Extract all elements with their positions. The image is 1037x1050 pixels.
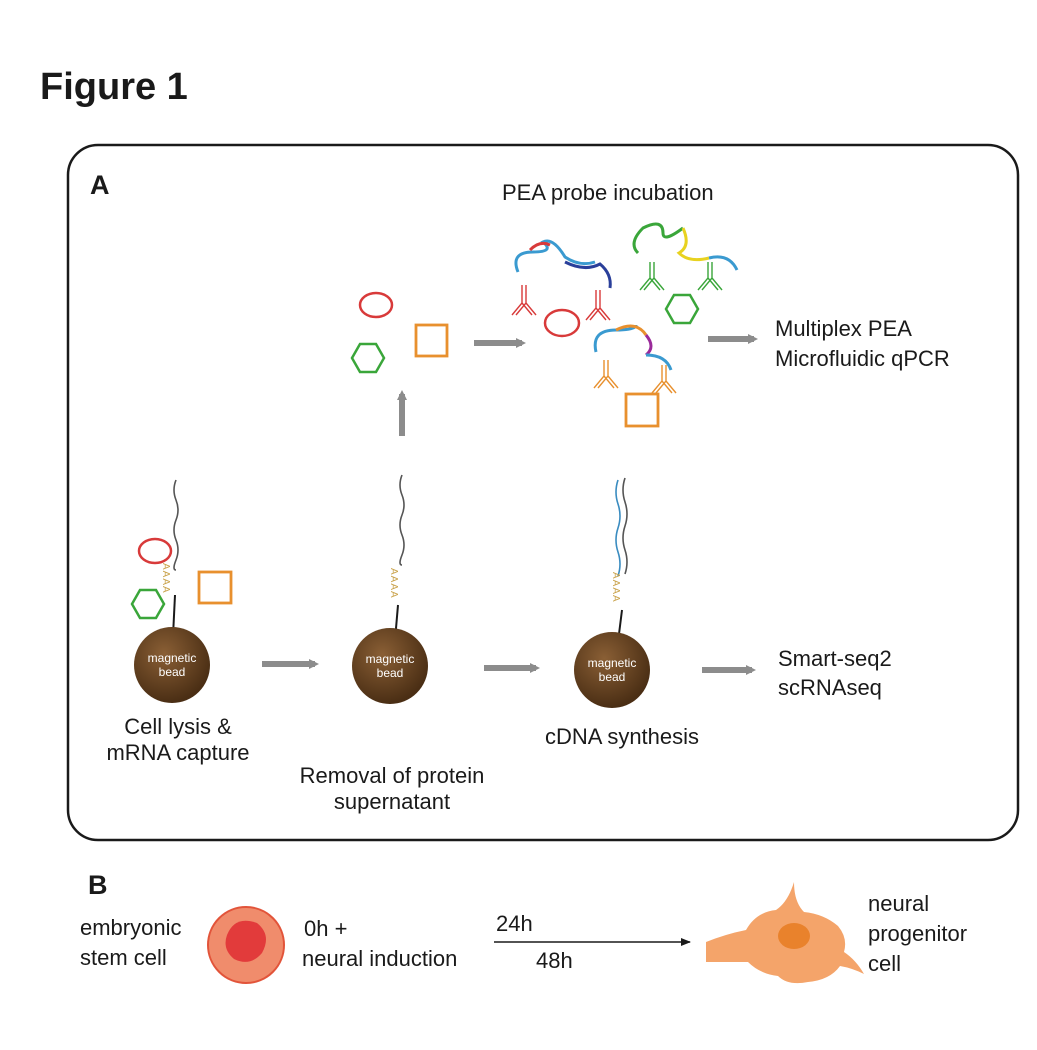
dna-probe-icon [514, 239, 612, 289]
antibody-icon [593, 360, 677, 394]
bead-label: magnetic bead [147, 651, 197, 679]
magnetic-bead-icon [134, 479, 210, 703]
protein-square-icon [197, 570, 233, 605]
step-label-lysis: Cell lysis & mRNA capture [106, 714, 250, 765]
end-cell-label-2: progenitor [868, 921, 968, 946]
protein-hexagon-icon [350, 342, 386, 374]
end-cell-label-3: cell [868, 951, 902, 976]
pea-readout-line-1: Multiplex PEA [775, 316, 912, 341]
bead-label: magnetic bead [365, 652, 415, 680]
rna-readout-line-1: Smart-seq2 [778, 646, 892, 671]
panel-b-letter: B [88, 870, 108, 900]
start-cell-label-2: stem cell [80, 945, 167, 970]
start-cell-label-1: embryonic [80, 915, 182, 940]
stem-cell-nucleus-icon [225, 920, 266, 962]
timepoint-48h: 48h [536, 948, 573, 973]
antibody-icon [511, 285, 611, 321]
protein-square-icon [624, 392, 660, 428]
protein-circle-icon [137, 537, 173, 565]
neural-progenitor-icon [706, 882, 864, 984]
timepoint-24h: 24h [496, 911, 533, 936]
induction-label-1: 0h + [304, 916, 348, 941]
rna-readout-line-2: scRNAseq [778, 675, 882, 700]
antibody-icon [639, 262, 723, 291]
pea-incubation-label: PEA probe incubation [502, 180, 714, 205]
step-label-removal: Removal of protein supernatant [299, 763, 485, 814]
protein-square-icon [414, 323, 449, 358]
panel-a-frame [66, 143, 1020, 842]
figure-title: Figure 1 [40, 66, 188, 108]
induction-label-2: neural induction [302, 946, 458, 971]
protein-hexagon-icon [664, 293, 700, 325]
magnetic-bead-icon [574, 477, 650, 708]
protein-circle-icon [358, 291, 394, 319]
end-cell-label-1: neural [868, 891, 930, 916]
polya-tail: AAAA [388, 568, 399, 599]
protein-hexagon-icon [130, 588, 166, 620]
step-label-cdna: cDNA synthesis [544, 724, 700, 749]
dna-probe-icon [593, 324, 673, 371]
dna-probe-icon [632, 222, 739, 271]
bead-label: magnetic bead [587, 656, 637, 684]
protein-circle-icon [543, 308, 581, 338]
panel-a-letter: A [90, 170, 110, 200]
magnetic-bead-icon [352, 474, 428, 704]
polya-tail: AAAA [610, 572, 621, 603]
pea-readout-line-2: Microfluidic qPCR [775, 346, 950, 371]
polya-tail: AAAA [160, 563, 171, 594]
